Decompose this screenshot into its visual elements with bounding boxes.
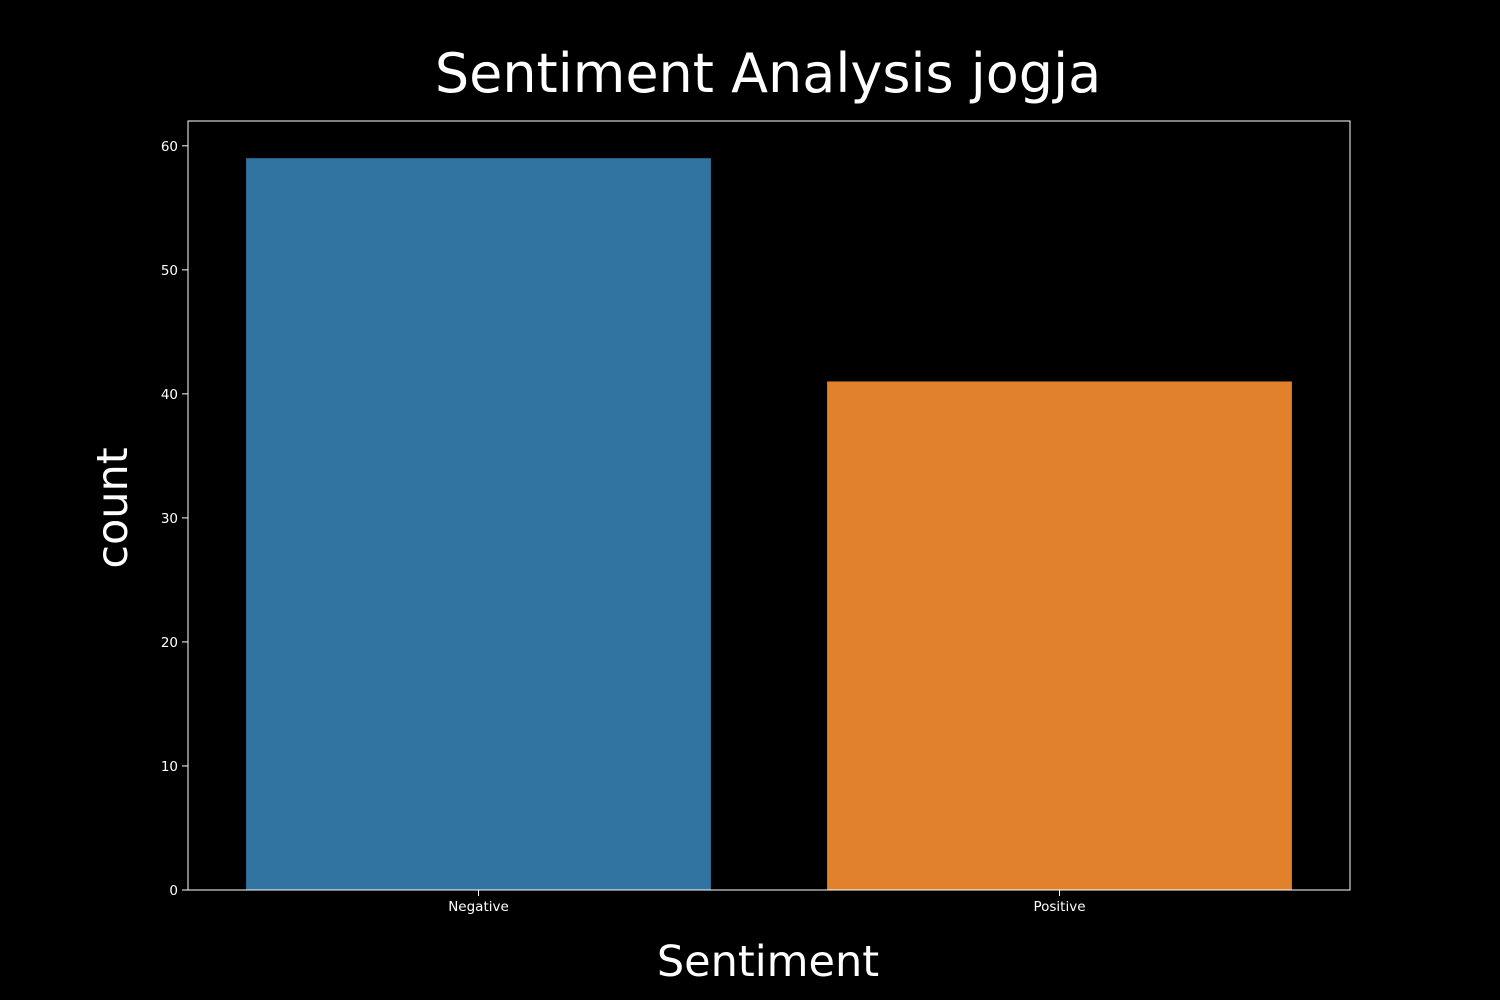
- y-tick-label: 60: [161, 139, 178, 155]
- bar-positive: [827, 381, 1292, 890]
- x-tick-label: Negative: [448, 899, 509, 915]
- y-tick-label: 0: [169, 883, 178, 899]
- x-axis: Negative Positive: [448, 890, 1086, 915]
- y-tick-label: 20: [161, 635, 178, 651]
- x-axis-label: Sentiment: [657, 937, 879, 987]
- x-tick-label: Positive: [1033, 899, 1085, 915]
- y-tick-label: 40: [161, 387, 178, 403]
- bar-negative: [246, 158, 711, 891]
- y-tick-label: 50: [161, 263, 178, 279]
- chart-title: Sentiment Analysis jogja: [435, 42, 1101, 105]
- y-tick-label: 10: [161, 759, 178, 775]
- plot-frame: [187, 120, 1351, 891]
- y-axis-label: count: [88, 447, 138, 568]
- y-tick-label: 30: [161, 511, 178, 527]
- y-axis: 0 10 20 30 40 50 60: [161, 139, 188, 899]
- bars-group: [246, 158, 1292, 891]
